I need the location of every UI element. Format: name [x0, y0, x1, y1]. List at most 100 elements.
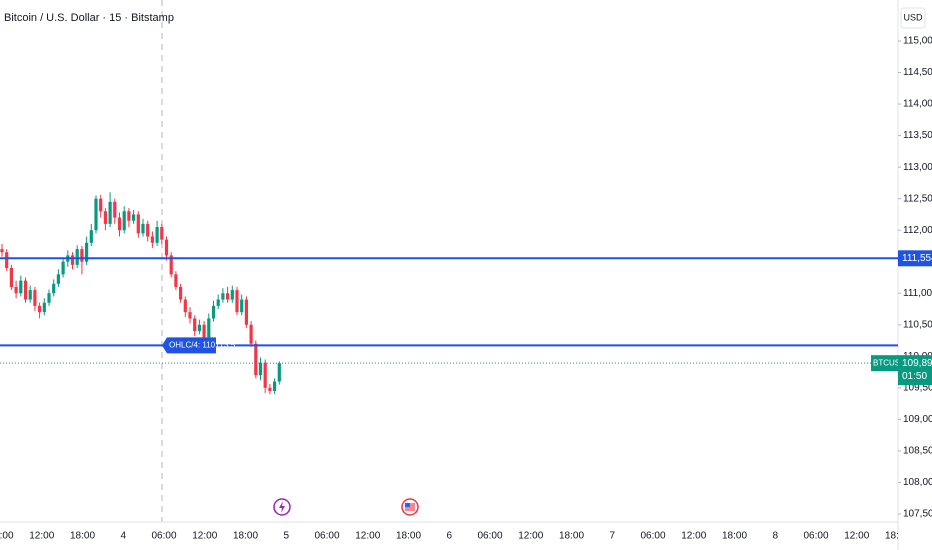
- candle-body: [33, 290, 37, 306]
- x-tick-label: 06:00: [151, 531, 176, 542]
- x-tick-label: 06:00: [0, 531, 14, 542]
- candle-body: [127, 211, 131, 221]
- candle-body: [244, 299, 248, 325]
- x-tick-label: 6: [446, 531, 452, 542]
- y-tick-label: 113,500: [903, 130, 932, 141]
- x-tick-label: 06:00: [640, 531, 665, 542]
- y-tick-label: 113,000: [903, 162, 932, 173]
- candle-body: [174, 274, 178, 287]
- candle-body: [273, 381, 277, 391]
- candle-body: [160, 227, 164, 240]
- x-tick-label: 18:00: [885, 531, 910, 542]
- last-price-label: 109,891: [902, 358, 932, 369]
- candle-body: [38, 305, 42, 313]
- y-tick-label: 110,500: [903, 319, 932, 330]
- candle-body: [211, 305, 216, 319]
- candle-body: [258, 362, 263, 376]
- event-icon[interactable]: [273, 498, 291, 516]
- candle-body: [42, 302, 46, 313]
- candle-body: [263, 362, 267, 388]
- candle-body: [103, 211, 107, 224]
- x-tick-label: 06:00: [477, 531, 502, 542]
- y-tick-label: 114,500: [903, 67, 932, 78]
- candle-body: [226, 293, 230, 300]
- y-tick-label: 112,500: [903, 193, 932, 204]
- candle-body: [113, 201, 117, 218]
- candle-body: [216, 299, 220, 306]
- candle-body: [136, 214, 140, 234]
- candle-body: [193, 318, 197, 332]
- x-tick-label: 12:00: [844, 531, 869, 542]
- y-tick-label: 109,000: [903, 414, 932, 425]
- candle-body: [254, 343, 258, 376]
- x-tick-label: 18:00: [70, 531, 95, 542]
- line-label: OHLC/4: 110173.5: [169, 340, 236, 349]
- candle-body: [122, 211, 126, 231]
- candle-body: [56, 274, 60, 284]
- candle-body: [202, 324, 206, 338]
- y-tick-label: 109,500: [903, 382, 932, 393]
- candle-body: [9, 268, 13, 287]
- x-tick-label: 4: [120, 531, 126, 542]
- y-tick-label: 108,500: [903, 446, 932, 457]
- x-tick-label: 7: [609, 531, 615, 542]
- candle-body: [89, 230, 93, 243]
- candle-body: [146, 223, 150, 237]
- x-tick-label: 18:00: [396, 531, 421, 542]
- line-label-box: [162, 337, 216, 354]
- candle-body: [268, 387, 272, 391]
- currency-button[interactable]: [900, 7, 926, 29]
- x-tick-label: 12:00: [192, 531, 217, 542]
- candle-body: [80, 249, 84, 262]
- y-tick-label: 115,000: [903, 36, 932, 47]
- last-price-box: [898, 355, 932, 386]
- y-tick-label: 111,000: [903, 288, 932, 299]
- candle-body: [61, 261, 65, 275]
- x-tick-label: 18:00: [559, 531, 584, 542]
- candle-body: [85, 242, 89, 262]
- candle-body: [108, 201, 112, 224]
- candle-body: [70, 255, 75, 265]
- x-tick-label: 18:00: [722, 531, 747, 542]
- y-tick-label: 107,500: [903, 509, 932, 520]
- candle-body: [141, 223, 145, 234]
- candle-body: [47, 293, 51, 303]
- candle-body: [117, 217, 122, 231]
- line-price-box: [898, 250, 932, 267]
- candle-body: [221, 293, 225, 300]
- x-tick-label: 8: [772, 531, 778, 542]
- candle-body: [94, 198, 98, 231]
- price-axis-corner: [899, 524, 932, 550]
- candle-body: [179, 286, 183, 300]
- x-tick-label: 06:00: [803, 531, 828, 542]
- candle-body: [164, 239, 169, 256]
- symbol-label: BTCUSD: [873, 358, 906, 367]
- price-axis: [898, 0, 932, 550]
- candle-body: [155, 227, 159, 243]
- candle-body: [28, 290, 32, 300]
- plot: [0, 192, 281, 395]
- candle-body: [5, 252, 9, 269]
- candle-body: [235, 290, 239, 313]
- event-icon-bolt: [279, 501, 285, 513]
- currency[interactable]: USD: [903, 12, 923, 22]
- y-tick-label: 112,000: [903, 225, 932, 236]
- y-tick-label: 108,000: [903, 477, 932, 488]
- candle-body: [169, 255, 173, 275]
- candle-body: [230, 290, 234, 300]
- candle-body: [240, 299, 244, 313]
- x-tick-label: 18:00: [233, 531, 258, 542]
- candle-body: [188, 312, 192, 319]
- x-tick-label: 12:00: [355, 531, 380, 542]
- candle-body: [277, 363, 281, 382]
- x-tick-label: 12:00: [518, 531, 543, 542]
- candle-body: [23, 280, 28, 300]
- x-tick-label: 06:00: [314, 531, 339, 542]
- candle-body: [150, 236, 154, 243]
- candle-body: [132, 214, 136, 221]
- countdown-label: 01:50: [902, 371, 927, 382]
- flag-icon[interactable]: [401, 498, 419, 516]
- candle-body: [207, 318, 211, 338]
